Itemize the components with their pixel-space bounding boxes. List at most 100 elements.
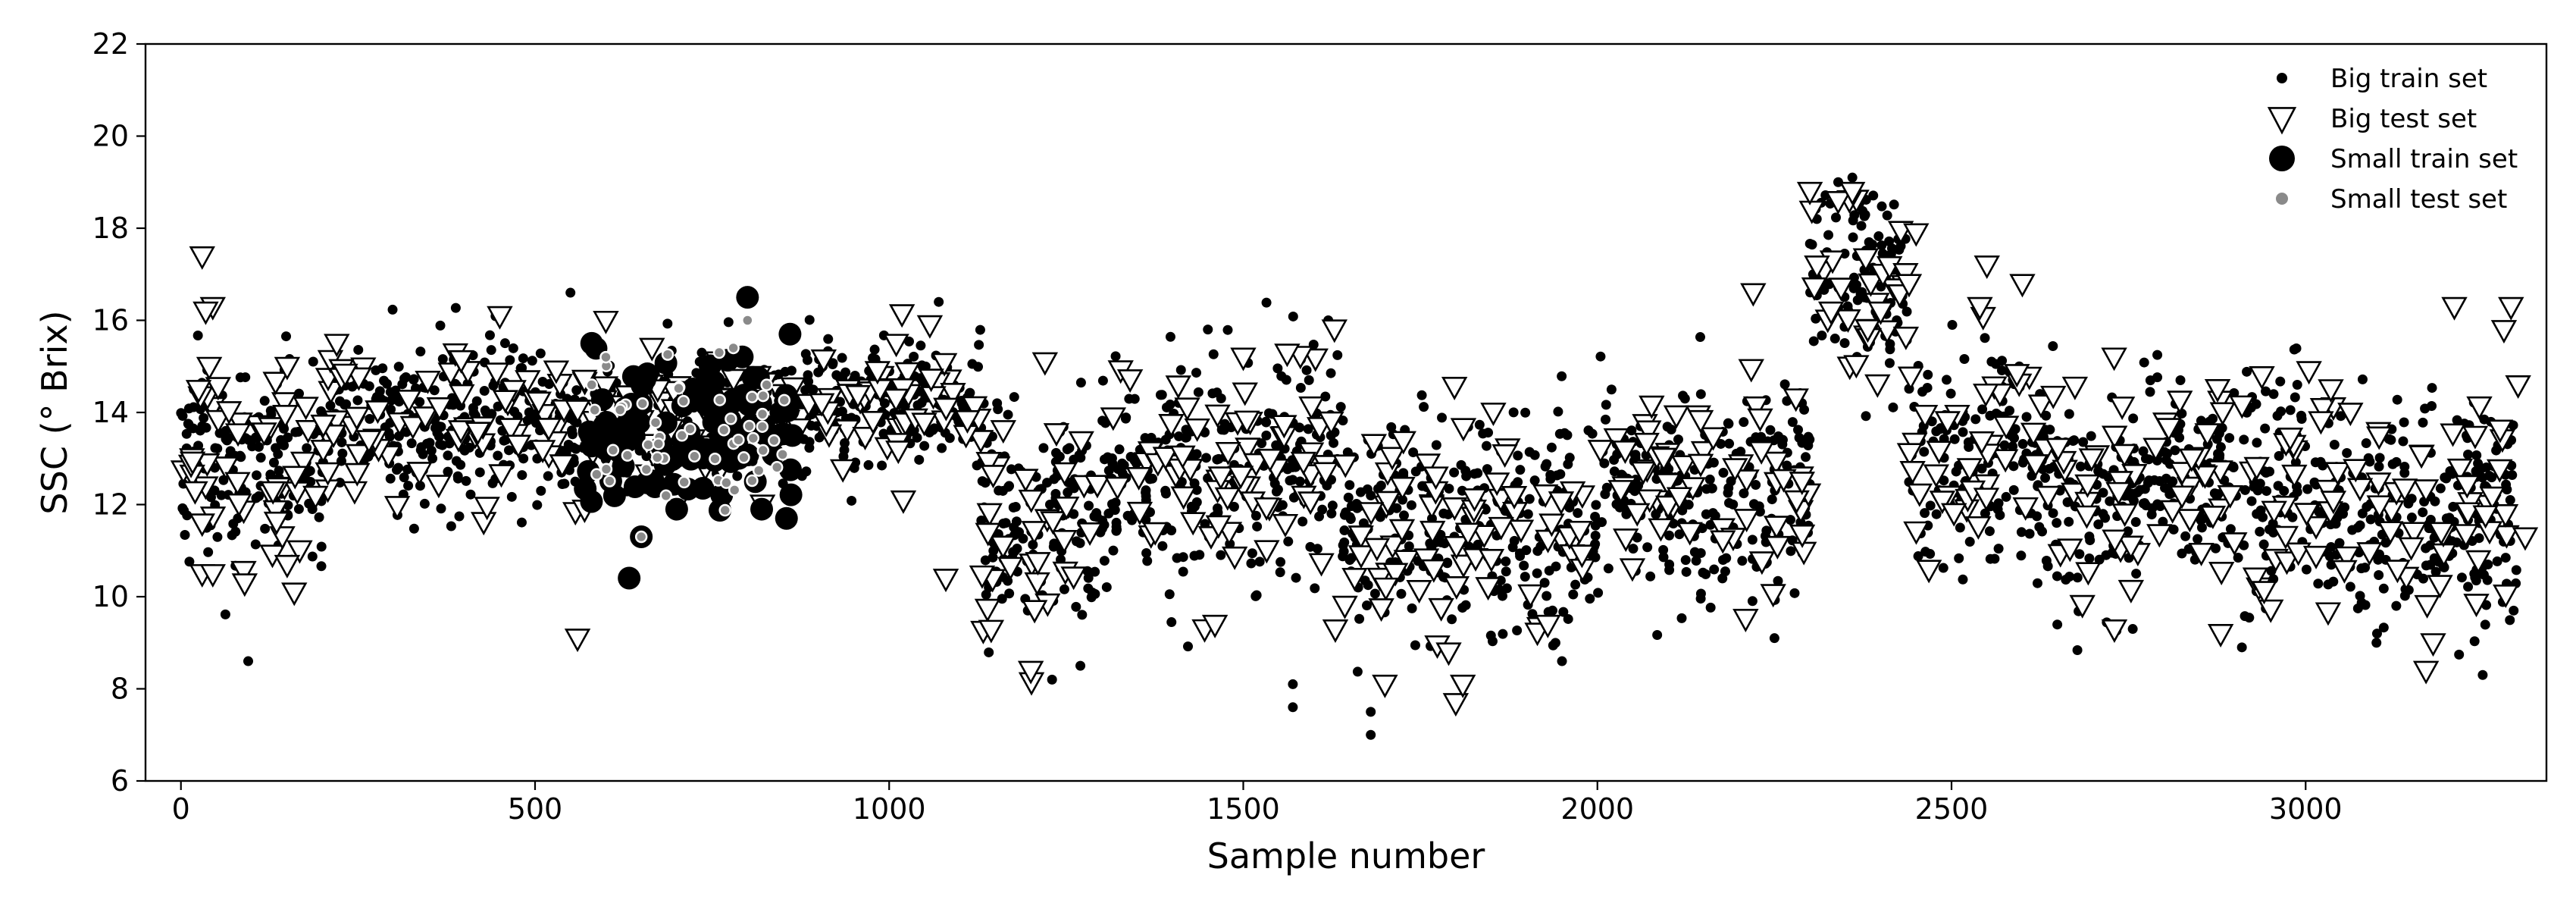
big-test-set-point: [2168, 485, 2196, 510]
big-test-set-point: [1302, 348, 1329, 372]
big-train-set-point: [240, 372, 251, 383]
big-test-set-point: [1254, 497, 1280, 522]
big-train-set-point: [1599, 458, 1610, 469]
big-test-set-point: [1454, 522, 1482, 547]
big-test-set-point: [1929, 491, 1956, 515]
big-train-set-point: [2005, 406, 2015, 416]
big-train-set-point: [2374, 570, 2384, 581]
big-train-set-point: [177, 503, 188, 513]
big-test-set-point: [251, 422, 277, 447]
big-train-set-point: [274, 466, 284, 476]
big-test-set-point: [882, 388, 909, 412]
big-test-set-point: [365, 400, 391, 425]
big-test-set-point: [2108, 397, 2136, 421]
big-train-set-point: [2471, 450, 2482, 460]
big-train-set-point: [1882, 210, 1892, 221]
big-train-set-point: [1106, 453, 1117, 463]
big-train-set-point: [1718, 468, 1729, 478]
big-train-set-point: [393, 462, 404, 473]
big-test-set-point: [2057, 538, 2083, 563]
big-train-set-point: [1329, 437, 1339, 448]
big-train-set-point: [1317, 504, 1328, 515]
big-train-set-point: [2357, 508, 2368, 519]
big-test-set-point: [1825, 191, 1851, 215]
x-tick-label: 2000: [1560, 792, 1634, 826]
big-test-set-point: [341, 481, 368, 505]
big-train-set-point: [2069, 435, 2080, 446]
big-train-set-point: [1048, 541, 1059, 552]
big-train-set-point: [316, 561, 327, 572]
big-test-set-point: [189, 513, 215, 538]
big-train-set-point: [2469, 636, 2480, 647]
big-train-set-point: [1366, 490, 1376, 500]
x-axis: 0 500 1000 1500 2000 2500 3000: [172, 781, 2343, 826]
small-train-set-point: [778, 322, 802, 346]
big-test-set-point: [290, 451, 317, 475]
small-test-set-point: [717, 423, 731, 437]
big-test-set-point: [975, 451, 1002, 475]
big-test-set-point: [1629, 461, 1657, 485]
big-test-set-point: [1828, 277, 1855, 302]
big-train-set-point: [1482, 464, 1492, 475]
big-test-set-point: [488, 464, 515, 488]
x-tick-label: 0: [172, 792, 190, 826]
big-train-set-point: [2378, 583, 2389, 594]
big-train-set-point: [2463, 449, 2474, 459]
big-train-set-point: [2017, 439, 2028, 450]
big-train-set-point: [2152, 372, 2163, 383]
big-test-set-point: [1633, 432, 1660, 456]
big-train-set-point: [1295, 382, 1306, 393]
big-test-set-point: [302, 485, 329, 510]
big-train-set-point: [1481, 441, 1491, 451]
big-train-set-point: [1354, 613, 1365, 624]
big-train-set-point: [509, 406, 520, 417]
big-test-set-point: [1517, 584, 1544, 608]
big-test-set-point: [1428, 597, 1454, 622]
big-train-set-point: [1831, 212, 1842, 223]
small-test-set-point: [661, 348, 675, 361]
big-test-set-point: [1867, 301, 1894, 325]
big-test-set-point: [1372, 674, 1398, 698]
small-test-set-point: [599, 350, 612, 364]
big-test-set-point: [2242, 567, 2269, 591]
small-test-set-point: [636, 397, 649, 410]
big-test-set-point: [1864, 374, 1891, 398]
big-train-set-point: [2463, 582, 2474, 592]
big-train-set-point: [1326, 368, 1336, 378]
big-test-set-point: [1243, 453, 1269, 477]
big-train-set-point: [316, 541, 327, 552]
big-train-set-point: [1695, 332, 1705, 343]
big-test-set-point: [1374, 462, 1401, 486]
big-train-set-point: [1178, 566, 1188, 577]
small-train-set-point: [781, 424, 804, 447]
big-train-set-point: [563, 440, 574, 450]
big-train-set-point: [1787, 417, 1798, 428]
big-train-set-point: [1178, 552, 1188, 563]
big-train-set-point: [1141, 547, 1152, 558]
big-test-set-point: [997, 557, 1024, 581]
big-test-set-point: [1272, 513, 1299, 538]
big-train-set-point: [446, 521, 456, 531]
big-test-set-point: [2022, 454, 2049, 478]
big-test-set-point: [1318, 411, 1344, 435]
big-test-set-point: [2331, 560, 2358, 584]
big-train-set-point: [2072, 572, 2083, 583]
big-test-set-point: [1068, 431, 1094, 455]
big-test-set-point: [1676, 522, 1703, 546]
big-test-set-point: [2027, 394, 2055, 419]
big-train-set-point: [1603, 563, 1614, 574]
big-train-set-point: [2214, 428, 2224, 439]
big-test-set-point: [1475, 577, 1501, 601]
big-train-set-point: [197, 421, 208, 431]
big-test-set-point: [1420, 559, 1448, 583]
big-train-set-point: [1449, 467, 1460, 478]
big-train-set-point: [1291, 572, 1301, 583]
big-train-set-point: [2456, 572, 2467, 583]
big-train-set-point: [2483, 559, 2493, 569]
big-train-set-point: [2427, 383, 2437, 393]
big-train-set-point: [2042, 561, 2053, 572]
big-train-set-point: [1142, 556, 1153, 566]
big-train-set-point: [1344, 480, 1355, 491]
big-test-set-point: [2472, 505, 2499, 529]
big-test-set-point: [1025, 552, 1051, 576]
